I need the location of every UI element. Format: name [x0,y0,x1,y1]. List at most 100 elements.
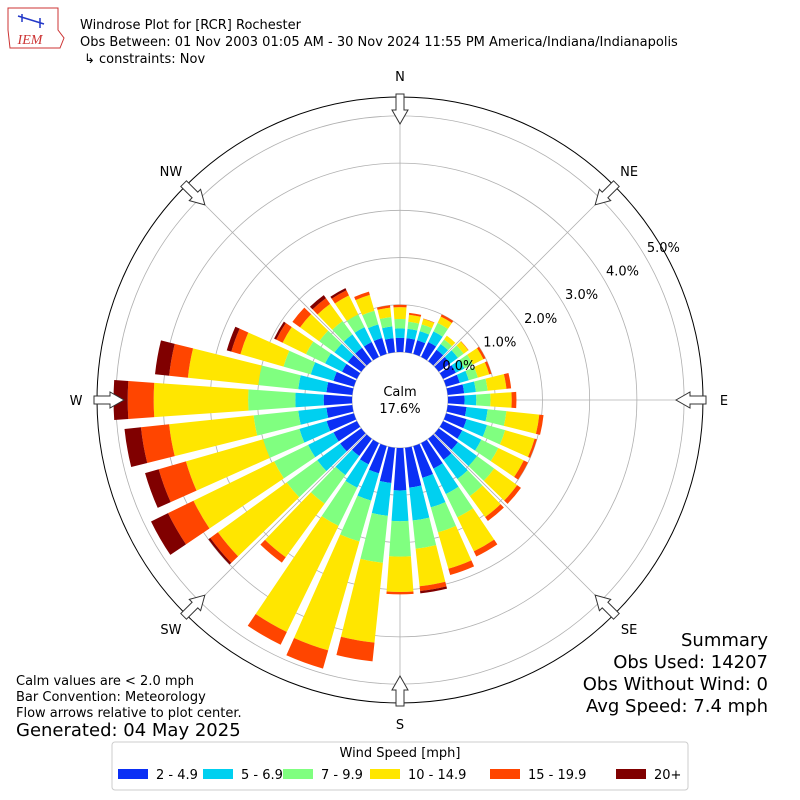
chart-subtitle: Obs Between: 01 Nov 2003 01:05 AM - 30 N… [80,35,678,50]
wind-bar [503,411,540,434]
wind-bar [393,447,407,491]
legend-label: 10 - 14.9 [408,768,466,783]
compass-label: SW [160,623,181,638]
wind-bar [535,414,544,435]
constraints: ↳ constraints: Nov [84,52,205,67]
wind-bar [428,349,444,366]
wind-bar [185,439,270,491]
wind-bar [503,372,512,389]
wind-bar [485,504,504,521]
wind-bar [169,343,194,378]
logo: IEM [7,7,65,49]
legend-swatch [283,769,313,779]
legend-swatch [370,769,400,779]
flow-arrow [93,391,126,409]
wind-bar [415,545,446,587]
flow-arrow [391,674,409,707]
wind-bar [443,374,460,387]
wind-bar [310,466,346,504]
wind-bar [357,469,379,501]
wind-bar [467,348,484,365]
r-tick-label: 2.0% [524,312,557,327]
wind-bar [326,405,354,418]
wind-bar [384,338,395,354]
wind-bar [389,520,411,557]
wind-bar [405,338,416,354]
wind-bar [408,314,421,324]
wind-bar [391,490,409,522]
note: Flow arrows relative to plot center. [16,706,242,721]
wind-bar [422,474,446,508]
wind-bar [407,321,420,331]
wind-bar [155,340,175,376]
wind-bar [428,434,452,460]
wind-bar [326,413,357,432]
wind-bar [360,513,388,563]
wind-bar [226,326,240,352]
wind-bar [193,461,284,529]
compass-label: SE [621,623,637,638]
wind-bar [413,340,426,357]
wind-bar [504,485,521,504]
wind-bar [446,405,467,417]
wind-bar [317,303,343,330]
wind-bar [305,341,331,364]
legend-label: 20+ [654,768,681,783]
wind-bar [299,421,331,443]
wind-bar [459,354,473,369]
wind-bar [469,485,501,518]
generated: Generated: 04 May 2025 [16,720,241,741]
radial-grid-line [185,185,367,367]
summary-line: Obs Used: 14207 [613,652,768,673]
flow-arrow [180,180,206,206]
wind-bar [408,312,422,317]
wind-bar [240,332,290,367]
wind-bar [437,525,472,569]
flow-arrow [594,180,620,206]
r-tick-label: 1.0% [483,335,516,350]
wind-bar [428,331,443,347]
radial-grid-line [433,433,615,615]
wind-bar [376,305,391,310]
wind-bar [456,370,469,383]
wind-bar [457,470,483,497]
wind-bar [386,556,414,593]
legend-swatch [118,769,148,779]
legend-title: Wind Speed [mph] [340,746,461,761]
radial-grid-line [185,433,367,615]
calm-value: 17.6% [379,402,420,417]
wind-bar [343,334,363,354]
wind-bar [371,480,392,516]
wind-bar [468,455,495,481]
wind-bar [274,321,286,340]
flow-arrow [180,594,206,620]
wind-bar [253,410,301,436]
wind-bar [433,322,448,337]
wind-bar [419,581,447,591]
wind-bar [312,298,331,315]
wind-bar [153,382,249,418]
wind-bar [140,424,175,464]
wind-bar [292,307,312,328]
wind-bar [490,392,512,408]
wind-bar [332,321,353,342]
wind-bar [462,381,476,394]
wind-bar [456,341,469,354]
calm-circle [353,353,447,447]
wind-bar [373,337,387,357]
summary-line: Obs Without Wind: 0 [583,674,768,695]
wind-bar [474,362,490,378]
compass-label: NE [620,165,638,180]
wind-bar [286,460,327,498]
wind-bar [231,328,249,355]
wind-bar [334,343,354,363]
wind-bar [346,314,365,333]
legend-label: 7 - 9.9 [321,768,363,783]
legend-swatch [616,769,646,779]
flow-arrow [674,391,707,409]
wind-bar [527,438,537,458]
wind-bar [464,406,488,422]
wind-bar [430,502,457,533]
wind-bar [247,614,287,645]
